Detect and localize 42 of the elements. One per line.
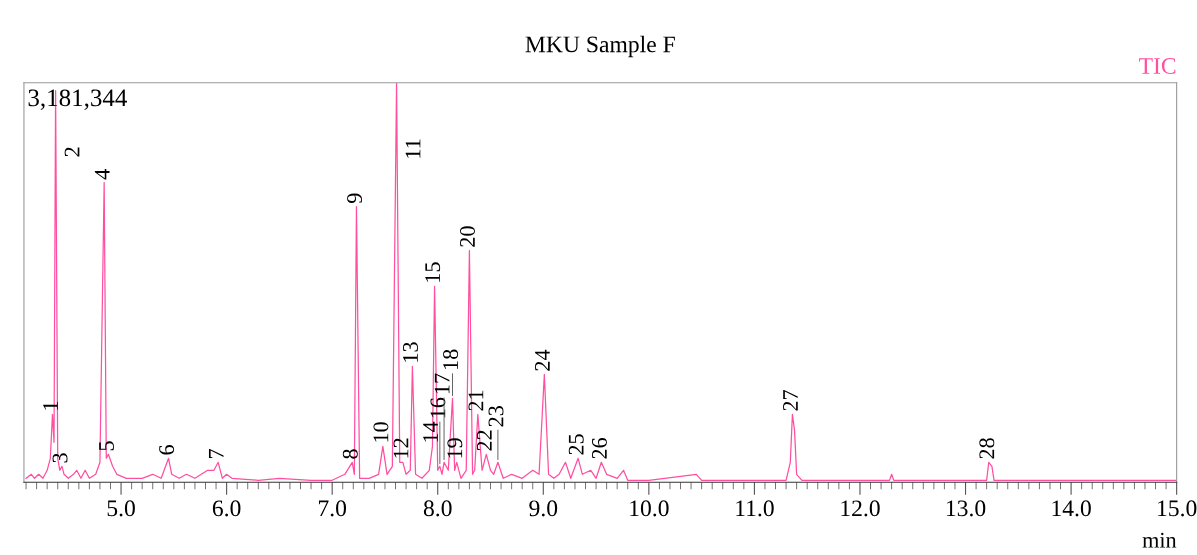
x-axis-title: min <box>1142 532 1177 548</box>
annotation: 17 <box>434 373 450 394</box>
x-tick-label: 11.0 <box>736 500 774 517</box>
annotation: 6 <box>159 445 175 455</box>
annotation: 24 <box>534 349 550 371</box>
annotation: 16 <box>430 397 446 418</box>
annotation: 10 <box>373 422 389 442</box>
annotation: 26 <box>591 437 607 459</box>
annotation: 23 <box>488 406 504 427</box>
annotation: 12 <box>393 438 409 458</box>
chart-title: MKU Sample F <box>525 35 675 58</box>
annotation: 20 <box>459 226 475 247</box>
annotation: 28 <box>979 438 995 459</box>
annotation: 5 <box>99 441 114 451</box>
annotation: 14 <box>423 421 438 442</box>
x-tick-label: 10.0 <box>630 500 669 517</box>
x-tick-label: 12.0 <box>841 500 880 517</box>
annotation: 27 <box>783 390 798 411</box>
annotation: 9 <box>347 193 363 204</box>
x-tick-label: 13.0 <box>946 500 986 517</box>
annotation: 25 <box>568 434 584 455</box>
annotation: 19 <box>447 438 463 458</box>
annotation: 3 <box>52 453 68 463</box>
x-tick-label: 7.0 <box>318 500 347 517</box>
x-tick-label: 15.0 <box>1158 500 1197 517</box>
annotation: 7 <box>208 449 224 459</box>
annotation: 13 <box>403 342 418 362</box>
annotation: 22 <box>476 430 492 451</box>
annotation: 18 <box>443 349 459 370</box>
text: TIC <box>1139 58 1176 74</box>
annotation: 8 <box>342 449 358 459</box>
annotation: 11 <box>405 139 421 158</box>
x-tick-label: 9.0 <box>529 500 558 517</box>
x-tick-label: 6.0 <box>212 500 241 517</box>
annotation: 21 <box>468 390 484 411</box>
annotation: 1 <box>43 401 58 410</box>
annotation: 2 <box>64 147 80 157</box>
annotation: 4 <box>94 169 110 180</box>
x-tick-label: 5.0 <box>107 500 135 517</box>
annotation: 15 <box>425 262 441 282</box>
x-tick-label: 14.0 <box>1052 500 1091 517</box>
x-tick-label: 8.0 <box>423 500 452 517</box>
